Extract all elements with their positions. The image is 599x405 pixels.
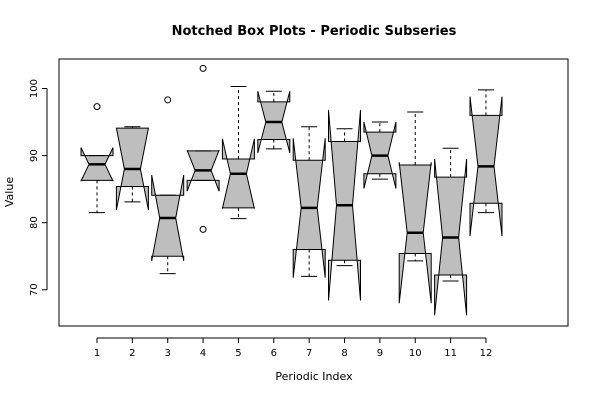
- y-axis: 70 80 90 100: [29, 79, 48, 296]
- x-tick-label: 7: [306, 348, 312, 359]
- y-axis-label: Value: [3, 177, 16, 207]
- box-2: [115, 126, 150, 210]
- box-7: [292, 126, 326, 278]
- y-tick-label: 100: [29, 79, 40, 98]
- x-tick-label: 5: [235, 348, 241, 359]
- box-11: [434, 147, 468, 316]
- box-12: [469, 89, 503, 237]
- x-axis: 1 2 3 4 5 6 7 8 9 10 11 12: [94, 337, 493, 359]
- outlier-point: [199, 225, 207, 233]
- box-3: [151, 96, 185, 275]
- x-tick-label: 4: [200, 348, 206, 359]
- y-tick-label: 70: [29, 283, 40, 296]
- outlier-point: [164, 96, 172, 104]
- x-tick-label: 6: [271, 348, 277, 359]
- outlier-point: [93, 103, 101, 111]
- box-6: [257, 90, 291, 154]
- chart-title: Notched Box Plots - Periodic Subseries: [172, 24, 457, 39]
- box-9: [363, 121, 397, 189]
- x-tick-label: 2: [129, 348, 135, 359]
- x-tick-label: 3: [165, 348, 171, 359]
- box-8: [328, 109, 361, 301]
- x-tick-label: 9: [377, 348, 383, 359]
- x-tick-label: 1: [94, 348, 100, 359]
- y-tick-label: 80: [29, 216, 40, 229]
- outlier-point: [199, 64, 207, 72]
- plot-frame: [58, 58, 569, 327]
- x-tick-label: 11: [444, 348, 457, 359]
- box-1: [80, 103, 114, 214]
- boxes-group: [80, 64, 503, 316]
- x-tick-label: 8: [341, 348, 347, 359]
- box-5: [221, 86, 255, 220]
- x-tick-label: 10: [409, 348, 422, 359]
- x-tick-label: 12: [480, 348, 493, 359]
- x-axis-label: Periodic Index: [275, 370, 353, 383]
- y-tick-label: 90: [29, 149, 40, 162]
- box-10: [398, 111, 432, 304]
- box-4: [186, 64, 220, 233]
